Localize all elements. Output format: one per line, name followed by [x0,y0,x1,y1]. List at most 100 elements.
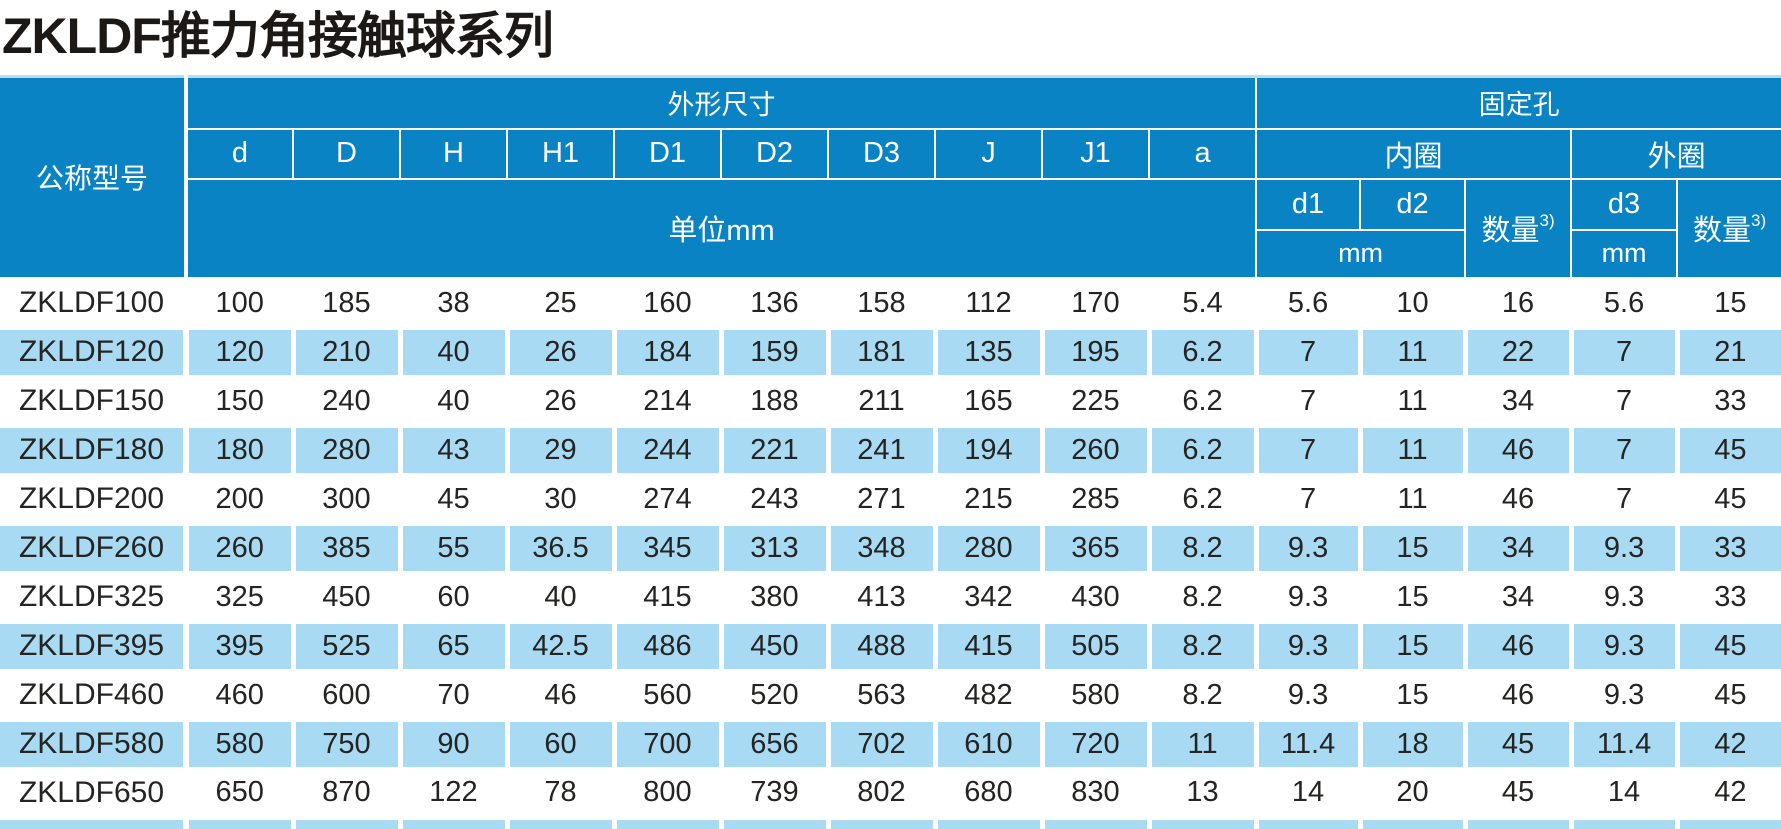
table-row-partial [0,815,1781,829]
value-cell: 830 [1039,766,1152,820]
value-cell: 348 [825,521,938,575]
value-cell: 100 [183,276,296,330]
value-cell: 34 [1462,374,1574,428]
value-cell: 9.3 [1568,570,1680,624]
value-cell: 214 [611,374,724,428]
spec-table-container: 公称型号 外形尺寸 固定孔 d D H H1 D1 D2 D3 J J1 a 内… [0,75,1781,829]
value-cell: 11 [1357,325,1468,379]
value-cell: 46 [504,668,617,722]
model-cell: ZKLDF120 [0,325,189,379]
value-cell: 225 [1039,374,1152,428]
header-hole-row: 单位mm d1 d2 数量3) d3 数量3) [0,177,1781,280]
value-cell: 22 [1462,325,1574,379]
value-cell: 45 [1674,668,1781,722]
col-header-d3: d3 [1570,177,1679,231]
value-cell: 6.2 [1146,374,1259,428]
value-cell [1357,815,1468,829]
model-cell: ZKLDF180 [0,423,189,477]
value-cell: 7 [1253,472,1363,526]
value-cell: 342 [932,570,1045,624]
value-cell: 45 [397,472,510,526]
value-cell: 244 [611,423,724,477]
value-cell: 40 [397,325,510,379]
col-header-outer-qty: 数量3) [1676,177,1781,280]
value-cell: 135 [932,325,1045,379]
value-cell: 415 [611,570,724,624]
value-cell: 90 [397,717,510,771]
value-cell: 180 [183,423,296,477]
model-cell: ZKLDF100 [0,276,189,330]
value-cell: 160 [611,276,724,330]
value-cell: 488 [825,619,938,673]
model-cell: ZKLDF460 [0,668,189,722]
value-cell: 25 [504,276,617,330]
value-cell [1674,815,1781,829]
value-cell: 7 [1568,423,1680,477]
value-cell: 9.3 [1253,521,1363,575]
value-cell: 55 [397,521,510,575]
value-cell: 525 [290,619,403,673]
value-cell: 26 [504,374,617,428]
value-cell: 450 [290,570,403,624]
table-row: ZKLDF650 650 870 122 78 800 739 802 680 830 13 14 20… [0,766,1781,820]
value-cell: 9.3 [1253,619,1363,673]
value-cell: 7 [1253,325,1363,379]
col-header-D1: D1 [613,127,722,180]
value-cell: 45 [1462,766,1574,820]
mm-unit-outer: mm [1570,228,1679,280]
value-cell: 40 [397,374,510,428]
value-cell: 165 [932,374,1045,428]
value-cell [1253,815,1363,829]
value-cell: 7 [1568,472,1680,526]
value-cell: 650 [183,766,296,820]
value-cell: 33 [1674,570,1781,624]
col-header-d: d [185,127,294,180]
value-cell: 9.3 [1568,521,1680,575]
value-cell: 215 [932,472,1045,526]
value-cell: 413 [825,570,938,624]
value-cell: 34 [1462,521,1574,575]
value-cell: 365 [1039,521,1152,575]
value-cell: 482 [932,668,1045,722]
value-cell: 274 [611,472,724,526]
value-cell: 195 [1039,325,1152,379]
mm-unit-inner: mm [1255,228,1467,280]
value-cell: 325 [183,570,296,624]
value-cell: 70 [397,668,510,722]
value-cell: 750 [290,717,403,771]
value-cell: 285 [1039,472,1152,526]
value-cell: 5.6 [1253,276,1363,330]
col-header-J: J [934,127,1043,180]
value-cell: 5.4 [1146,276,1259,330]
header-mm-row: mm mm [0,228,1781,280]
value-cell: 136 [718,276,831,330]
value-cell: 11.4 [1568,717,1680,771]
value-cell: 8.2 [1146,570,1259,624]
value-cell: 200 [183,472,296,526]
model-cell: ZKLDF395 [0,619,189,673]
value-cell: 243 [718,472,831,526]
value-cell: 188 [718,374,831,428]
value-cell: 9.3 [1253,570,1363,624]
value-cell: 6.2 [1146,423,1259,477]
col-header-D3: D3 [827,127,936,180]
value-cell: 7 [1568,325,1680,379]
value-cell [183,815,296,829]
group-header-inner-ring: 内圈 [1255,127,1573,180]
table-row: ZKLDF150 150 240 40 26 214 188 211 165 225 6.2 7 11 3… [0,374,1781,428]
col-header-model: 公称型号 [0,75,188,280]
value-cell: 45 [1462,717,1574,771]
value-cell: 15 [1674,276,1781,330]
value-cell: 211 [825,374,938,428]
value-cell: 42 [1674,766,1781,820]
value-cell: 430 [1039,570,1152,624]
value-cell [611,815,724,829]
value-cell: 680 [932,766,1045,820]
table-row: ZKLDF580 580 750 90 60 700 656 702 610 720 11 11.4 1… [0,717,1781,771]
col-header-H: H [399,127,508,180]
value-cell: 210 [290,325,403,379]
value-cell: 122 [397,766,510,820]
value-cell: 15 [1357,521,1468,575]
value-cell: 14 [1568,766,1680,820]
